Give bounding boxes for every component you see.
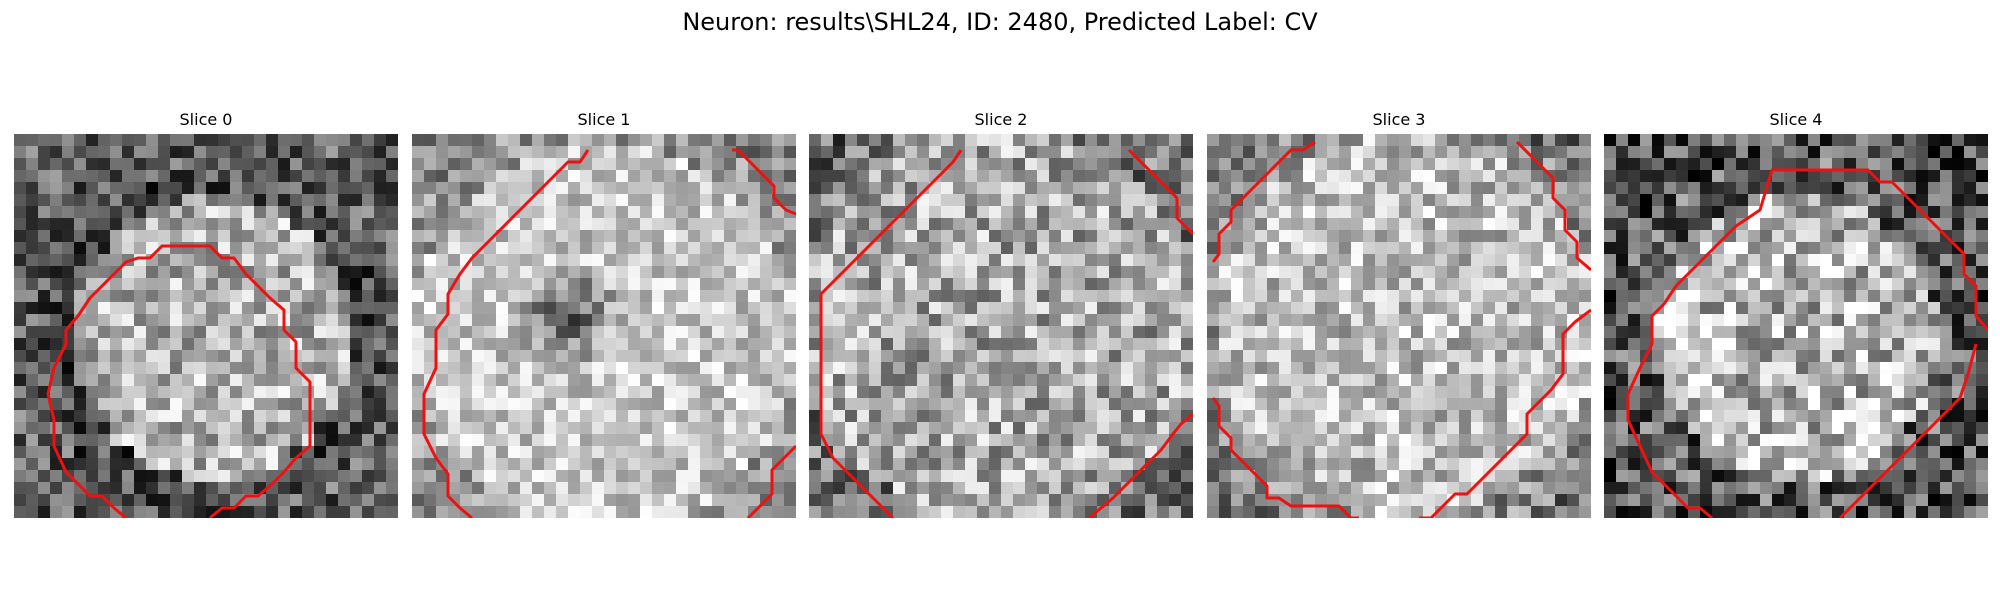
cell-contour (746, 444, 796, 518)
slice-panel-4: Slice 4 (1604, 109, 1988, 519)
slice-title: Slice 1 (577, 110, 631, 129)
cell-contour (1211, 140, 1316, 263)
slice-image-3 (1207, 134, 1591, 518)
slice-title: Slice 4 (1769, 110, 1823, 129)
slice-image-1 (412, 134, 796, 518)
slice-panel-0: Slice 0 (14, 109, 398, 519)
slice-image-4 (1604, 134, 1988, 518)
slice-title: Slice 0 (179, 110, 233, 129)
cell-contour (1838, 343, 1978, 518)
cell-contour (1626, 168, 1988, 518)
cell-contour (1515, 140, 1591, 272)
slice-title: Slice 2 (974, 110, 1028, 129)
cell-contour (1419, 308, 1591, 518)
slice-image-2 (809, 134, 1193, 518)
figure-title: Neuron: results\SHL24, ID: 2480, Predict… (682, 8, 1318, 36)
cell-contour (1211, 397, 1359, 518)
cell-contour (819, 149, 963, 518)
cell-contour (1127, 148, 1193, 236)
slice-panel-1: Slice 1 (412, 109, 796, 519)
cell-contour (46, 244, 312, 518)
cell-contour (1088, 412, 1193, 518)
cell-contour (732, 148, 796, 216)
slice-panel-3: Slice 3 (1207, 109, 1591, 519)
slice-image-0 (14, 134, 398, 518)
cell-contour (422, 149, 590, 518)
slice-title: Slice 3 (1372, 110, 1426, 129)
slice-panel-2: Slice 2 (809, 109, 1193, 519)
